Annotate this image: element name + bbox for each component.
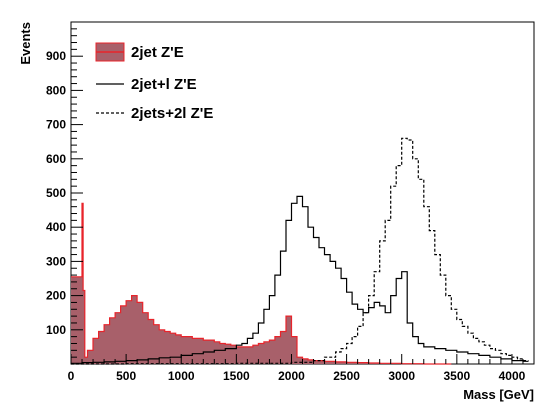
y-tick-label: 700 (46, 118, 66, 132)
y-tick-label: 100 (46, 323, 66, 337)
series-fill-0 (71, 203, 452, 364)
y-axis-title: Events (18, 22, 33, 65)
x-tick-label: 2000 (278, 369, 305, 383)
series-line-0 (71, 202, 452, 365)
legend: 2jet Z'E 2jet+l Z'E 2jets+2l Z'E (95, 42, 213, 122)
series-line-2 (71, 137, 529, 365)
x-tick-label: 3500 (443, 369, 470, 383)
histogram-fills (71, 203, 452, 364)
y-tick-label: 300 (46, 254, 66, 268)
x-tick-label: 1500 (223, 369, 250, 383)
legend-label-1: 2jet+l Z'E (131, 76, 197, 93)
legend-label-0: 2jet Z'E (131, 44, 184, 61)
legend-label-2: 2jets+2l Z'E (131, 105, 213, 122)
x-tick-label: 2500 (333, 369, 360, 383)
x-tick-label: 500 (116, 369, 136, 383)
y-tick-label: 900 (46, 49, 66, 63)
y-tick-label: 800 (46, 83, 66, 97)
x-tick-label: 0 (68, 369, 75, 383)
x-tick-label: 3000 (388, 369, 415, 383)
x-axis-title: Mass [GeV] (463, 387, 534, 402)
y-tick-label: 200 (46, 289, 66, 303)
x-tick-label: 4000 (499, 369, 526, 383)
y-tick-label: 500 (46, 186, 66, 200)
x-tick-label: 1000 (168, 369, 195, 383)
y-tick-label: 600 (46, 152, 66, 166)
y-tick-label: 400 (46, 220, 66, 234)
axes: 0 500 1000 1500 2000 2500 3000 3500 4000 100 200 30… (46, 28, 526, 383)
